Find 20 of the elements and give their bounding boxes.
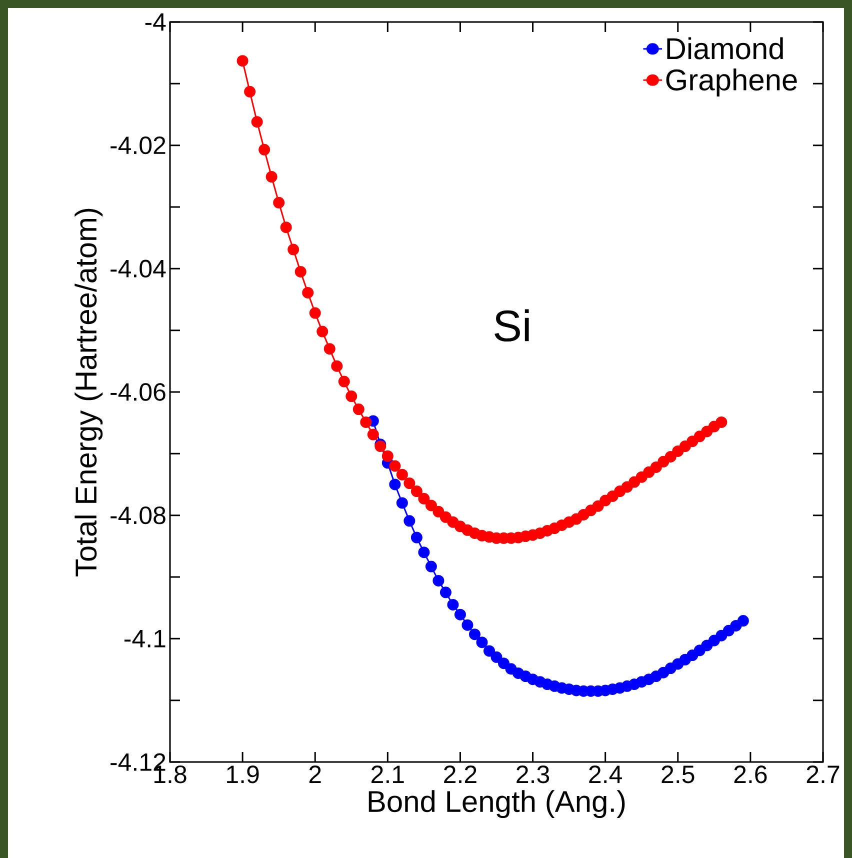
y-tick-label: -4.06 [110, 383, 166, 401]
x-tick-label: 2.6 [734, 766, 767, 784]
x-tick-label: 2.7 [806, 766, 840, 783]
annotation: Si [494, 309, 529, 342]
legend-label: Graphene [666, 68, 797, 96]
y-tick-label: -4.08 [110, 506, 166, 524]
x-tick-label: 2 [309, 766, 321, 783]
y-tick-label: -4.02 [110, 136, 166, 154]
x-tick-label: 2.4 [589, 766, 622, 783]
x-tick-label: 2.3 [516, 766, 550, 784]
x-tick-label: 2.2 [444, 766, 476, 783]
y-tick-label: -4.1 [124, 630, 166, 648]
y-tick-label: -4.04 [110, 260, 166, 278]
legend-label: Diamond [667, 37, 783, 60]
x-tick-label: 2.1 [372, 766, 404, 783]
y-axis-title: Total Energy (Hartree/atom) [74, 208, 103, 576]
y-tick-label: -4 [145, 13, 166, 31]
x-axis-title: Bond Length (Ang.) [368, 790, 625, 818]
x-tick-label: 1.9 [227, 766, 259, 784]
x-tick-label: 2.5 [662, 766, 694, 784]
